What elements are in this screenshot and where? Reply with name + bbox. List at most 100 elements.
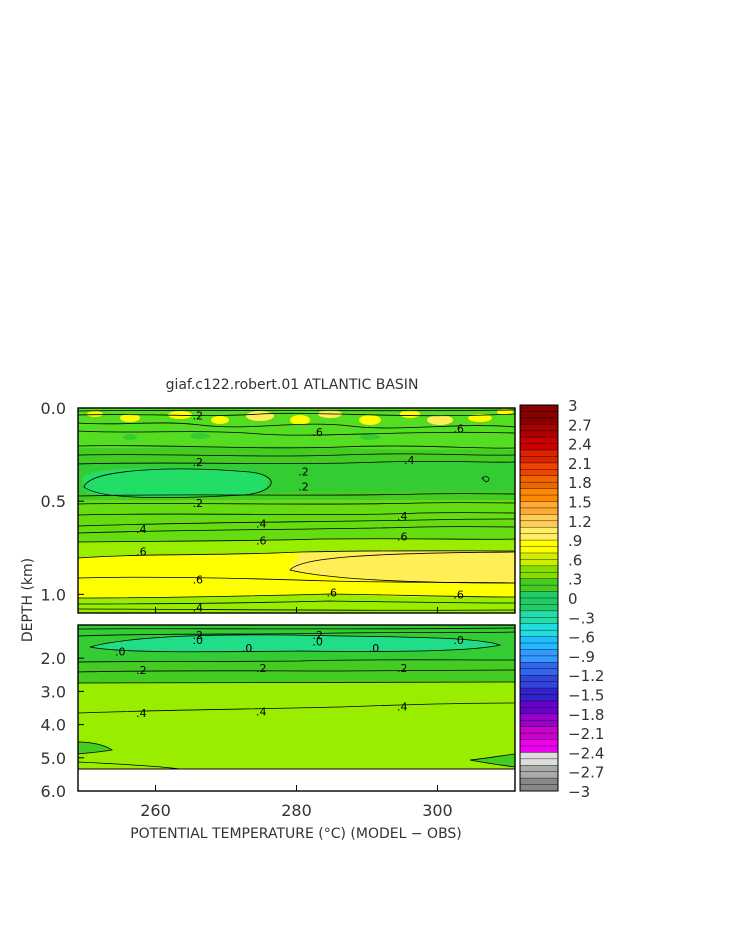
- colorbar: [519, 404, 559, 792]
- colorbar-label: −2.4: [568, 744, 604, 762]
- colorbar-segment: [520, 520, 558, 528]
- colorbar-segment: [520, 430, 558, 438]
- axis-ticks: [78, 407, 438, 792]
- contour-label: .2: [193, 456, 204, 469]
- colorbar-segment: [520, 778, 558, 785]
- colorbar-label: −1.8: [568, 706, 604, 724]
- contour-label: .4: [136, 523, 147, 536]
- contour-label: .4: [256, 518, 267, 531]
- colorbar-segment: [520, 585, 558, 592]
- lower-right-blob: [470, 754, 515, 767]
- colorbar-segment: [520, 437, 558, 444]
- colorbar-segment: [520, 765, 558, 772]
- colorbar-frame: [519, 404, 559, 792]
- colorbar-segment: [520, 565, 558, 573]
- y-tick-label: 0.5: [41, 492, 66, 511]
- colorbar-segment: [520, 456, 558, 464]
- contour-label: .4: [193, 601, 204, 614]
- colorbar-segment: [520, 469, 558, 477]
- contour-label: .6: [326, 587, 337, 600]
- colorbar-segment: [520, 598, 558, 605]
- colorbar-segment: [520, 745, 558, 753]
- colorbar-label: 2.1: [568, 455, 592, 473]
- contour-label: .2: [193, 629, 204, 642]
- colorbar-segment: [520, 694, 558, 702]
- y-tick-label: 0.0: [41, 399, 66, 418]
- contour-label: .6: [256, 534, 267, 547]
- colorbar-segment: [520, 475, 558, 483]
- colorbar-segment: [520, 726, 558, 734]
- y-tick-label: 5.0: [41, 749, 66, 768]
- colorbar-segment: [520, 424, 558, 432]
- colorbar-segment: [520, 713, 558, 721]
- colorbar-segment: [520, 443, 558, 451]
- y-tick-label: 3.0: [41, 682, 66, 701]
- colorbar-segment: [520, 662, 558, 670]
- colorbar-segment: [520, 546, 558, 554]
- contour-label: .6: [397, 531, 408, 544]
- colorbar-segment: [520, 501, 558, 509]
- contour-label: .6: [453, 423, 464, 436]
- colorbar-segment: [520, 707, 558, 715]
- contour-labels: .2 .6 .6 .2 .2 .2 .4 .2 .4 .4 .4 .6 .6 .6 .6 .6 .6 .4 .2 .2…: [115, 409, 464, 720]
- contour-label: .0: [115, 646, 126, 659]
- upper-surface-band: [78, 408, 515, 450]
- colorbar-segment: [520, 733, 558, 740]
- y-tick-label: 4.0: [41, 716, 66, 735]
- contour-label: .4: [404, 454, 415, 467]
- colorbar-segment: [520, 405, 558, 412]
- upper-min-blob: [82, 468, 268, 497]
- colorbar-segment: [520, 700, 558, 708]
- y-tick-label: 6.0: [41, 782, 66, 801]
- colorbar-segment: [520, 514, 558, 522]
- colorbar-segment: [520, 758, 558, 766]
- colorbar-label: 1.5: [568, 494, 592, 512]
- chart-title: giaf.c122.robert.01 ATLANTIC BASIN: [166, 377, 419, 393]
- colorbar-segment: [520, 411, 558, 419]
- colorbar-segment: [520, 649, 558, 657]
- contour-label: .2: [193, 497, 204, 510]
- y-tick-label: 2.0: [41, 649, 66, 668]
- lower-min-band: [90, 634, 500, 652]
- colorbar-label: −.6: [568, 629, 595, 647]
- contour-label: .2: [193, 409, 204, 422]
- colorbar-label: −2.1: [568, 725, 604, 743]
- colorbar-label: .3: [568, 571, 582, 589]
- contour-label: .6: [136, 546, 147, 559]
- contour-label: .6: [453, 588, 464, 601]
- upper-surface-noise: [87, 409, 513, 440]
- colorbar-segment: [520, 630, 558, 637]
- y-axis-label: DEPTH (km): [20, 558, 36, 642]
- x-tick-label: 260: [140, 801, 171, 820]
- colorbar-label: −.3: [568, 609, 595, 627]
- upper-panel-field: [78, 408, 515, 613]
- contour-label: .0: [193, 634, 204, 647]
- colorbar-segment: [520, 623, 558, 631]
- colorbar-segment: [520, 636, 558, 644]
- contour-label: .0: [369, 642, 380, 655]
- x-tick-labels: 260 280 300: [140, 801, 452, 820]
- colorbar-segment: [520, 771, 558, 779]
- lower-panel-field: [78, 625, 515, 791]
- contour-label: .4: [136, 707, 147, 720]
- colorbar-label: 1.2: [568, 513, 592, 531]
- colorbar-labels: 32.7 2.42.11.8 1.51.2.9.6 .30−.3 −.6−.9−1.2 −…: [568, 397, 604, 801]
- upper-contour-lines: [78, 409, 515, 611]
- x-tick-label: 280: [281, 801, 312, 820]
- colorbar-segment: [520, 604, 558, 612]
- contour-label: .2: [397, 662, 408, 675]
- colorbar-segment: [520, 720, 558, 727]
- colorbar-segment: [520, 617, 558, 625]
- y-tick-label: 1.0: [41, 585, 66, 604]
- colorbar-label: 1.8: [568, 474, 592, 492]
- colorbar-segment: [520, 559, 558, 567]
- colorbar-segment: [520, 527, 558, 534]
- colorbar-segment: [520, 643, 558, 650]
- colorbar-label: −2.7: [568, 764, 604, 782]
- contour-label: .6: [312, 426, 323, 439]
- upper-mid-band: [78, 500, 515, 542]
- colorbar-label: .9: [568, 532, 582, 550]
- colorbar-segment: [520, 752, 558, 760]
- colorbar-segment: [520, 533, 558, 541]
